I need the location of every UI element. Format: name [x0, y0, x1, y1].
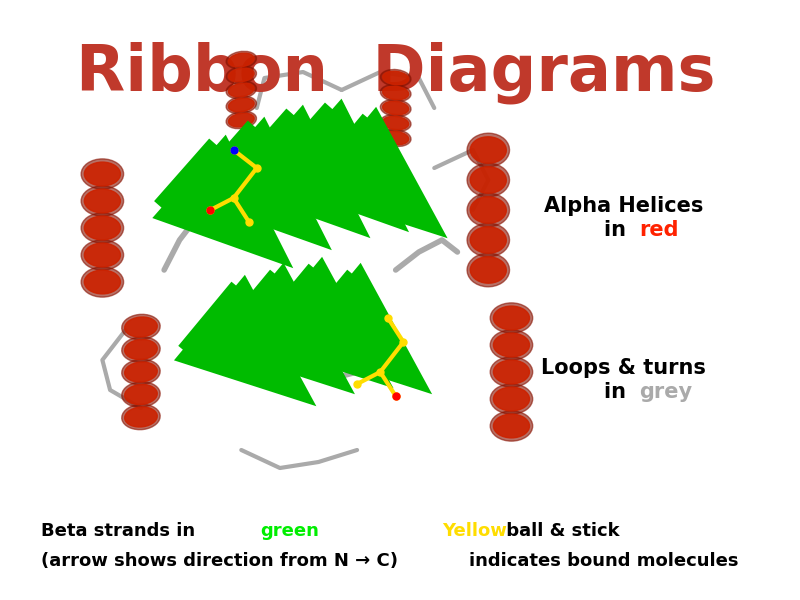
Ellipse shape: [84, 189, 121, 213]
Text: green: green: [261, 522, 319, 540]
Ellipse shape: [226, 52, 257, 68]
Ellipse shape: [467, 223, 510, 257]
Ellipse shape: [229, 53, 254, 67]
Ellipse shape: [380, 115, 411, 131]
Ellipse shape: [226, 67, 257, 83]
Ellipse shape: [494, 387, 530, 411]
Ellipse shape: [84, 270, 121, 294]
Ellipse shape: [122, 314, 160, 340]
Ellipse shape: [125, 340, 158, 359]
Text: Ribbon  Diagrams: Ribbon Diagrams: [76, 42, 715, 104]
Ellipse shape: [490, 330, 533, 360]
Text: red: red: [639, 220, 678, 240]
Text: Beta strands in: Beta strands in: [41, 522, 201, 540]
Ellipse shape: [380, 70, 411, 86]
Ellipse shape: [122, 404, 160, 430]
Text: indicates bound molecules: indicates bound molecules: [469, 552, 738, 570]
Ellipse shape: [494, 333, 530, 357]
Ellipse shape: [470, 137, 506, 163]
Ellipse shape: [122, 382, 160, 407]
Ellipse shape: [467, 133, 510, 167]
Ellipse shape: [125, 407, 158, 427]
Text: ball & stick: ball & stick: [500, 522, 619, 540]
Ellipse shape: [467, 253, 510, 287]
Ellipse shape: [229, 113, 254, 127]
Text: grey: grey: [639, 382, 692, 402]
Text: in: in: [604, 220, 634, 240]
Text: Loops & turns: Loops & turns: [541, 358, 706, 378]
Ellipse shape: [122, 337, 160, 362]
Ellipse shape: [490, 411, 533, 441]
Ellipse shape: [382, 131, 409, 145]
Ellipse shape: [229, 98, 254, 112]
Ellipse shape: [382, 116, 409, 130]
Ellipse shape: [84, 162, 121, 186]
Ellipse shape: [494, 414, 530, 438]
Ellipse shape: [229, 68, 254, 82]
Ellipse shape: [470, 257, 506, 283]
Ellipse shape: [494, 360, 530, 384]
Ellipse shape: [84, 216, 121, 240]
Ellipse shape: [490, 303, 533, 333]
Ellipse shape: [382, 86, 409, 100]
Ellipse shape: [382, 101, 409, 115]
Text: Yellow: Yellow: [442, 522, 507, 540]
Ellipse shape: [380, 85, 411, 101]
Ellipse shape: [380, 130, 411, 146]
Ellipse shape: [494, 306, 530, 330]
Ellipse shape: [226, 97, 257, 113]
Ellipse shape: [122, 359, 160, 385]
Text: in: in: [604, 382, 634, 402]
Ellipse shape: [81, 240, 123, 270]
Ellipse shape: [81, 159, 123, 189]
Text: Alpha Helices: Alpha Helices: [544, 196, 703, 216]
Ellipse shape: [81, 213, 123, 243]
Ellipse shape: [229, 83, 254, 97]
Ellipse shape: [490, 384, 533, 414]
Ellipse shape: [470, 167, 506, 193]
Ellipse shape: [226, 82, 257, 98]
Ellipse shape: [81, 186, 123, 216]
Text: (arrow shows direction from N → C): (arrow shows direction from N → C): [41, 552, 398, 570]
Ellipse shape: [470, 197, 506, 223]
Ellipse shape: [125, 317, 158, 337]
Ellipse shape: [490, 357, 533, 387]
Ellipse shape: [382, 71, 409, 85]
Ellipse shape: [125, 385, 158, 404]
Ellipse shape: [81, 267, 123, 297]
Ellipse shape: [380, 100, 411, 116]
Ellipse shape: [226, 112, 257, 128]
Ellipse shape: [470, 227, 506, 253]
Ellipse shape: [467, 193, 510, 227]
Ellipse shape: [84, 243, 121, 267]
Ellipse shape: [125, 362, 158, 382]
Ellipse shape: [467, 163, 510, 197]
